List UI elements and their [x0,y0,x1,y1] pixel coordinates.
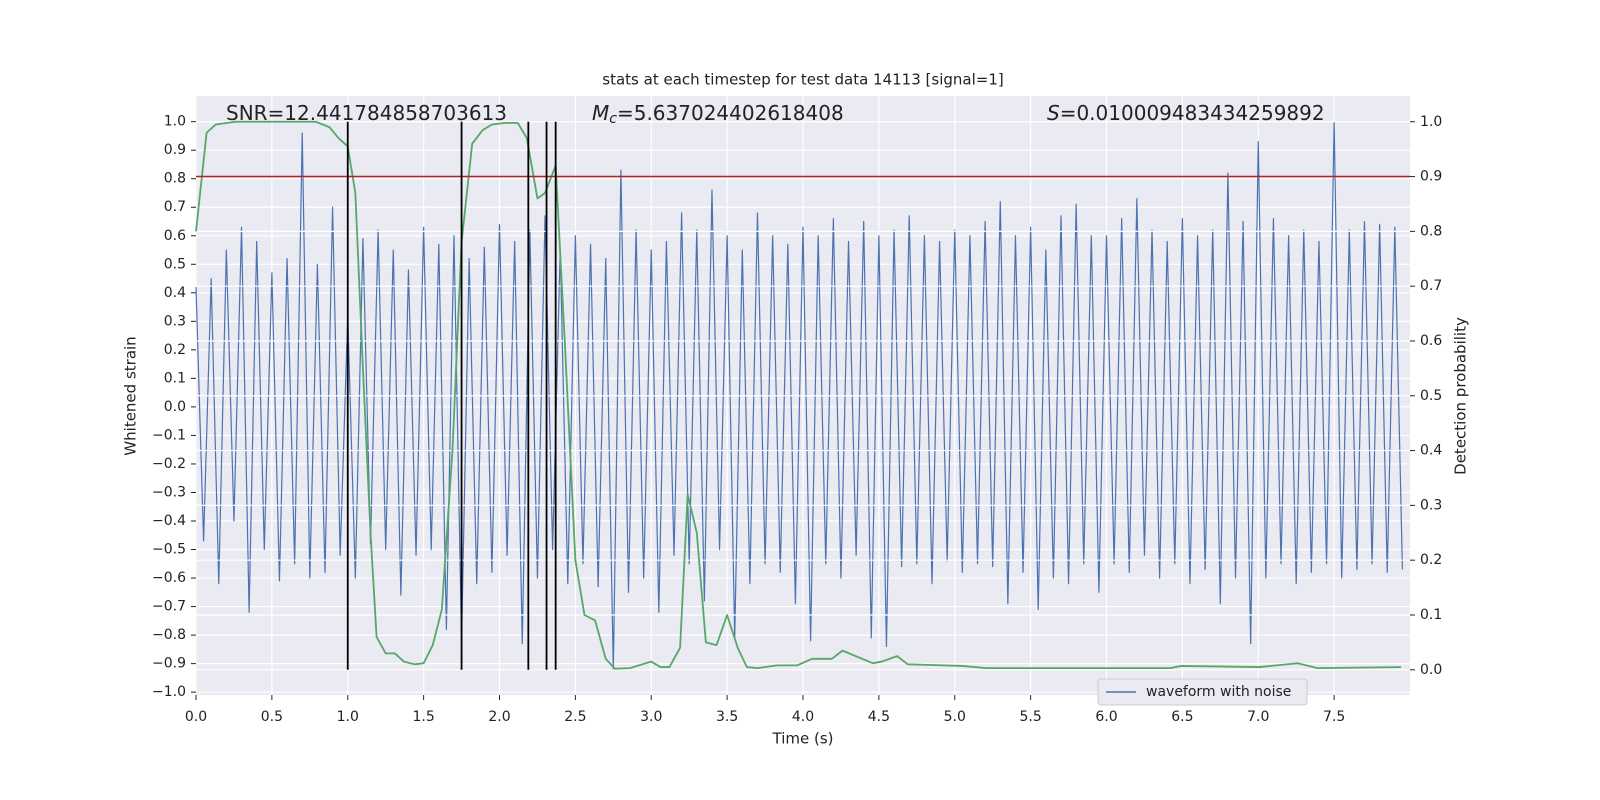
x-tick-label: 4.0 [792,709,814,725]
y2-tick-label: 0.7 [1420,278,1442,294]
y-axis-label: Whitened strain [122,336,140,455]
y2-tick-label: 0.2 [1420,552,1442,568]
y-tick-label: −0.8 [152,627,186,643]
y-tick-label: −0.6 [152,570,186,586]
x-tick-label: 4.5 [868,709,890,725]
annotation: Mc=5.637024402618408 [592,101,844,128]
annotation-text: SNR=12.441784858703613 [226,101,507,125]
y2-tick-label: 0.9 [1420,169,1442,185]
y2-tick-label: 0.8 [1420,223,1442,239]
y2-tick-label: 0.3 [1420,497,1442,513]
y-tick-label: 0.8 [164,171,186,187]
y-tick-label: −0.1 [152,427,186,443]
y-tick-label: −0.9 [152,656,186,672]
x-tick-label: 5.0 [944,709,966,725]
y-tick-label: 0.3 [164,313,186,329]
x-tick-label: 7.5 [1323,709,1345,725]
y-tick-label: −0.2 [152,456,186,472]
chart-title: stats at each timestep for test data 141… [602,71,1003,89]
x-tick-label: 1.0 [337,709,359,725]
x-tick-label: 2.0 [488,709,510,725]
x-tick-label: 7.0 [1247,709,1269,725]
y-tick-label: 0.9 [164,142,186,158]
x-tick-label: 5.5 [1019,709,1041,725]
annotation-text: =0.010009483434259892 [1060,101,1325,125]
series-line [195,121,1404,670]
legend-label: waveform with noise [1146,684,1291,700]
y-tick-label: −1.0 [152,684,186,700]
y-tick-label: 0.2 [164,342,186,358]
annotation-symbol: S [1047,101,1060,125]
annotation: S=0.010009483434259892 [1047,101,1325,125]
y-tick-label: 0.5 [164,256,186,272]
x-tick-label: 6.0 [1095,709,1117,725]
x-tick-label: 0.5 [261,709,283,725]
y2-tick-label: 0.6 [1420,333,1442,349]
x-axis-label: Time (s) [772,730,834,748]
y-tick-label: 0.0 [164,399,186,415]
y2-tick-label: 0.4 [1420,443,1442,459]
y2-tick-label: 1.0 [1420,114,1442,130]
x-tick-label: 3.0 [640,709,662,725]
y-tick-label: −0.4 [152,513,186,529]
y2-tick-label: 0.0 [1420,662,1442,678]
x-tick-label: 0.0 [185,709,207,725]
y2-axis-label: Detection probability [1452,317,1470,475]
x-tick-label: 3.5 [716,709,738,725]
y2-tick-label: 0.1 [1420,607,1442,623]
x-tick-label: 1.5 [412,709,434,725]
x-tick-label: 2.5 [564,709,586,725]
annotation-text: =5.637024402618408 [617,101,844,125]
annotation-subscript: c [609,111,617,127]
y-tick-label: 0.6 [164,228,186,244]
y-tick-label: −0.5 [152,542,186,558]
annotation: SNR=12.441784858703613 [226,101,507,125]
y-tick-label: 1.0 [164,114,186,130]
y-tick-label: −0.7 [152,599,186,615]
y-tick-label: −0.3 [152,484,186,500]
x-tick-label: 6.5 [1171,709,1193,725]
y2-tick-label: 0.5 [1420,388,1442,404]
y-tick-label: 0.7 [164,199,186,215]
y-tick-label: 0.1 [164,370,186,386]
legend: waveform with noise [1097,678,1308,706]
y-tick-label: 0.4 [164,285,186,301]
annotation-symbol: M [592,101,609,125]
legend-box [1097,678,1308,706]
series-line [195,120,1401,670]
